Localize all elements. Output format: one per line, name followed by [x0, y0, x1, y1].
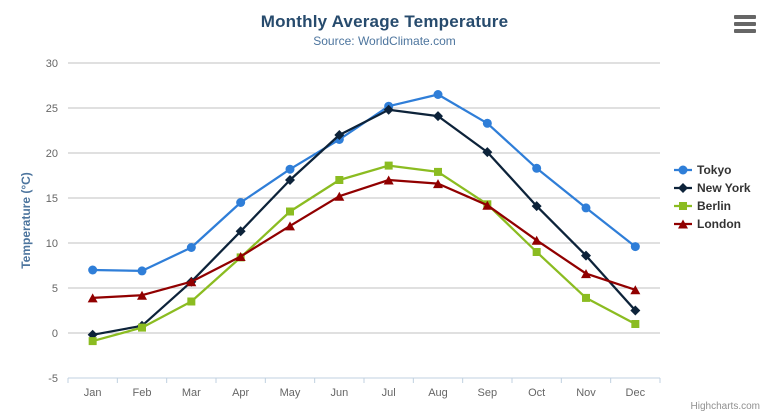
diamond-legend-icon — [674, 183, 692, 193]
legend-label: London — [697, 217, 741, 231]
legend-label: Tokyo — [697, 163, 732, 177]
data-point-diamond-marker[interactable] — [235, 226, 246, 237]
data-point-square-marker[interactable] — [582, 293, 590, 302]
data-point-diamond-marker[interactable] — [383, 104, 394, 115]
data-point-diamond-marker[interactable] — [630, 305, 641, 316]
legend-item-london[interactable]: London — [674, 217, 751, 231]
data-point-triangle-marker[interactable] — [87, 293, 98, 303]
square-legend-icon — [674, 202, 692, 210]
data-point-diamond-marker[interactable] — [581, 250, 591, 261]
legend-item-new-york[interactable]: New York — [674, 181, 751, 195]
x-axis-label: Dec — [626, 387, 646, 399]
data-point-triangle-marker[interactable] — [531, 235, 542, 245]
y-axis-label: 5 — [52, 283, 58, 295]
circle-legend-icon — [674, 165, 692, 175]
data-point-triangle-marker[interactable] — [137, 290, 147, 300]
x-axis-label: Feb — [133, 387, 152, 399]
series-line — [92, 178, 636, 300]
data-point-square-marker[interactable] — [138, 323, 146, 332]
data-point-triangle-marker[interactable] — [433, 179, 443, 189]
data-point-square-marker[interactable] — [532, 248, 541, 256]
data-point-circle-marker[interactable] — [236, 198, 246, 207]
data-point-square-marker[interactable] — [384, 161, 393, 170]
data-point-square-marker[interactable] — [631, 320, 640, 328]
credits-link[interactable]: Highcharts.com — [690, 401, 760, 412]
data-point-circle-marker[interactable] — [88, 265, 98, 275]
legend-label: Berlin — [697, 199, 732, 213]
x-axis-label: Nov — [576, 387, 596, 399]
data-point-square-marker[interactable] — [88, 337, 97, 346]
data-point-square-marker[interactable] — [335, 176, 344, 184]
data-point-circle-marker[interactable] — [532, 163, 542, 173]
triangle-legend-icon — [674, 219, 692, 229]
data-point-circle-marker[interactable] — [678, 165, 688, 175]
data-point-square-marker[interactable] — [187, 297, 196, 306]
data-point-diamond-marker[interactable] — [433, 111, 443, 122]
data-point-triangle-marker[interactable] — [678, 219, 688, 229]
series-tokyo — [88, 90, 640, 276]
y-axis-label: 20 — [46, 148, 58, 160]
y-axis-label: 10 — [46, 238, 58, 250]
data-point-square-marker[interactable] — [434, 167, 442, 176]
data-point-circle-marker[interactable] — [630, 242, 640, 252]
data-point-circle-marker[interactable] — [581, 203, 591, 213]
export-menu-button[interactable] — [732, 13, 758, 35]
data-point-triangle-marker[interactable] — [581, 269, 591, 279]
hamburger-icon — [734, 15, 756, 19]
x-axis-label: Mar — [182, 387, 201, 399]
x-axis-label: Aug — [428, 387, 448, 399]
data-point-triangle-marker[interactable] — [482, 200, 493, 210]
data-point-circle-marker[interactable] — [285, 164, 295, 174]
legend-item-berlin[interactable]: Berlin — [674, 199, 751, 213]
series-london — [87, 175, 641, 303]
chart-subtitle: Source: WorldClimate.com — [313, 34, 456, 48]
x-axis-label: Jun — [330, 387, 348, 399]
x-axis-label: Jul — [382, 387, 396, 399]
data-point-circle-marker[interactable] — [186, 243, 196, 252]
data-point-circle-marker[interactable] — [137, 266, 147, 276]
data-point-triangle-marker[interactable] — [630, 285, 641, 295]
data-point-diamond-marker[interactable] — [678, 183, 688, 193]
y-axis-label: -5 — [48, 373, 58, 385]
series-line — [92, 93, 637, 273]
data-point-triangle-marker[interactable] — [334, 191, 345, 201]
x-axis-label: Oct — [528, 387, 545, 399]
data-point-diamond-marker[interactable] — [334, 130, 345, 140]
data-point-triangle-marker[interactable] — [285, 221, 295, 231]
x-axis-label: May — [280, 387, 301, 399]
data-point-circle-marker[interactable] — [482, 118, 492, 128]
data-point-diamond-marker[interactable] — [482, 147, 493, 158]
y-axis-label: 15 — [46, 193, 58, 205]
legend-item-tokyo[interactable]: Tokyo — [674, 163, 751, 177]
x-axis-label: Jan — [84, 387, 102, 399]
x-axis-label: Sep — [478, 387, 498, 399]
legend-label: New York — [697, 181, 751, 195]
y-axis-title: Temperature (°C) — [19, 172, 33, 269]
hamburger-icon — [734, 29, 756, 33]
hamburger-icon — [734, 22, 756, 26]
data-point-triangle-marker[interactable] — [235, 252, 246, 261]
data-point-square-marker[interactable] — [286, 207, 294, 216]
y-axis-label: 0 — [52, 328, 58, 340]
series-line — [92, 164, 636, 343]
data-point-diamond-marker[interactable] — [285, 175, 295, 185]
data-point-circle-marker[interactable] — [433, 90, 443, 99]
data-point-diamond-marker[interactable] — [531, 201, 542, 212]
chart-title: Monthly Average Temperature — [260, 12, 509, 31]
series-line — [92, 108, 637, 336]
data-point-triangle-marker[interactable] — [383, 175, 394, 185]
data-point-square-marker[interactable] — [679, 202, 687, 210]
y-axis-label: 30 — [46, 58, 58, 70]
y-axis-label: 25 — [46, 103, 58, 115]
x-axis-label: Apr — [232, 387, 249, 399]
series-new-york — [87, 104, 641, 340]
data-point-triangle-marker[interactable] — [186, 277, 197, 287]
legend: Tokyo New York Berlin London — [674, 163, 751, 231]
